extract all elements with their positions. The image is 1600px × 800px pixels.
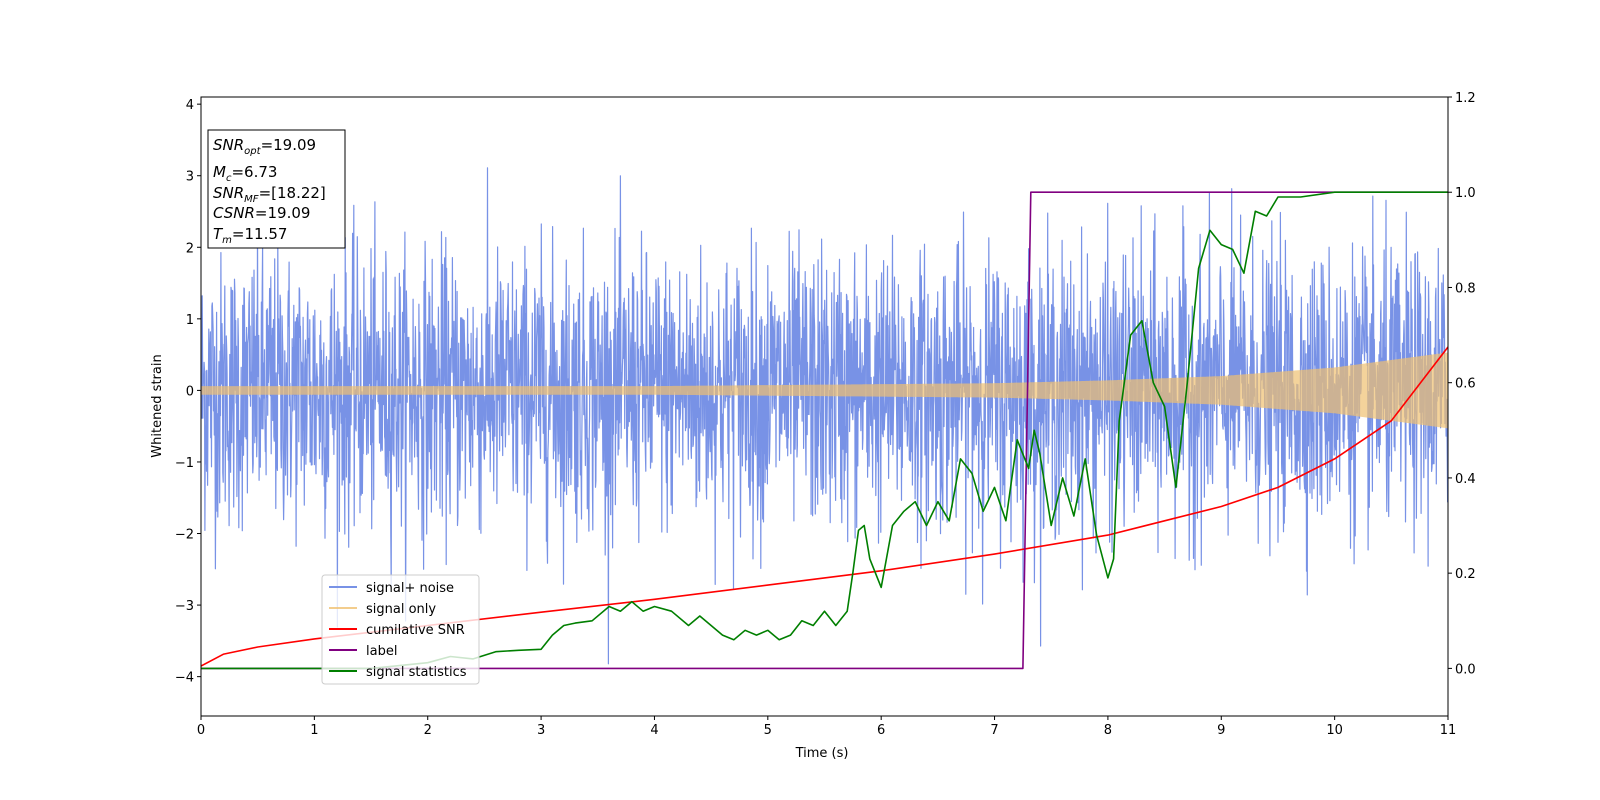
annotation-symbol: M [213,163,226,181]
y-tick-label: 3 [186,170,194,185]
annotation-line: SNRMF=[18.22] [213,184,326,205]
y-tick-label: −2 [175,528,194,543]
series-cumilative-snr-line [201,346,1448,667]
y-tick-label: 1 [186,313,194,328]
axes: 0 1 2 3 4 5 6 7 8 9 10 1143210−1−2−3−41.21.00.80.60… [175,91,1476,738]
annotation-line: CSNR=19.09 [213,204,310,222]
annotation-subscript: m [222,235,232,246]
annotation-line: Tm=11.57 [213,225,287,246]
series-signal-only-line [201,352,1448,429]
x-tick-label: 2 [424,723,432,738]
x-tick-label: 10 [1326,723,1343,738]
legend-label: label [366,644,397,659]
y2-tick-label: 1.2 [1455,91,1476,106]
annotation-symbol: SNR [213,136,244,154]
y-tick-label: 4 [186,98,194,113]
annotation-line: SNRopt=19.09 [213,136,316,157]
annotation-symbol: T [213,225,224,243]
x-tick-label: 11 [1440,723,1457,738]
x-tick-label: 8 [1104,723,1112,738]
series-label-line [201,191,1448,670]
y2-tick-label: 1.0 [1455,186,1476,201]
x-tick-label: 0 [197,723,205,738]
annotation-subscript: c [226,173,232,184]
y2-tick-label: 0.6 [1455,377,1476,392]
y-tick-label: −3 [175,599,194,614]
x-axis-label: Time (s) [795,746,849,761]
y-tick-label: 0 [186,384,194,399]
x-tick-label: 1 [310,723,318,738]
annotation-symbol: SNR [213,184,244,202]
y-tick-label: −1 [175,456,194,471]
x-tick-label: 6 [877,723,885,738]
legend-label: signal only [366,602,436,617]
annotation-symbol: CSNR [213,204,255,222]
series-signal-noise-line [201,167,1448,665]
x-tick-label: 7 [990,723,998,738]
y2-tick-label: 0.2 [1455,567,1476,582]
y-tick-label: −4 [175,671,194,686]
legend-label: signal statistics [366,665,467,680]
x-tick-label: 5 [764,723,772,738]
y2-tick-label: 0.0 [1455,662,1476,677]
annotation-value: =[18.22] [259,184,326,202]
legend-label: signal+ noise [366,581,454,596]
y-axis-label: Whitened strain [150,354,165,457]
plot-area [201,167,1448,670]
annotation-box: SNRopt=19.09Mc=6.73SNRMF=[18.22]CSNR=19.… [207,129,346,249]
annotation-line: Mc=6.73 [213,163,277,184]
annotation-value: =19.09 [261,136,317,154]
annotation-value: =19.09 [255,204,311,222]
y2-tick-label: 0.4 [1455,472,1476,487]
legend-frame [321,574,480,685]
annotation-subscript: MF [244,194,259,205]
series-signal-statistics-line [201,191,1448,670]
annotation-value: =6.73 [231,163,277,181]
y-tick-label: 2 [186,241,194,256]
legend-label: cumilative SNR [366,623,465,638]
x-tick-label: 4 [650,723,658,738]
annotation-box-frame [207,129,346,249]
annotation-value: =11.57 [232,225,288,243]
legend: signal+ noise signal only cumilative SNR la… [321,574,480,685]
x-tick-label: 3 [537,723,545,738]
y2-tick-label: 0.8 [1455,281,1476,296]
x-tick-label: 9 [1217,723,1225,738]
plot-frame [200,96,1449,717]
annotation-subscript: opt [244,146,261,157]
